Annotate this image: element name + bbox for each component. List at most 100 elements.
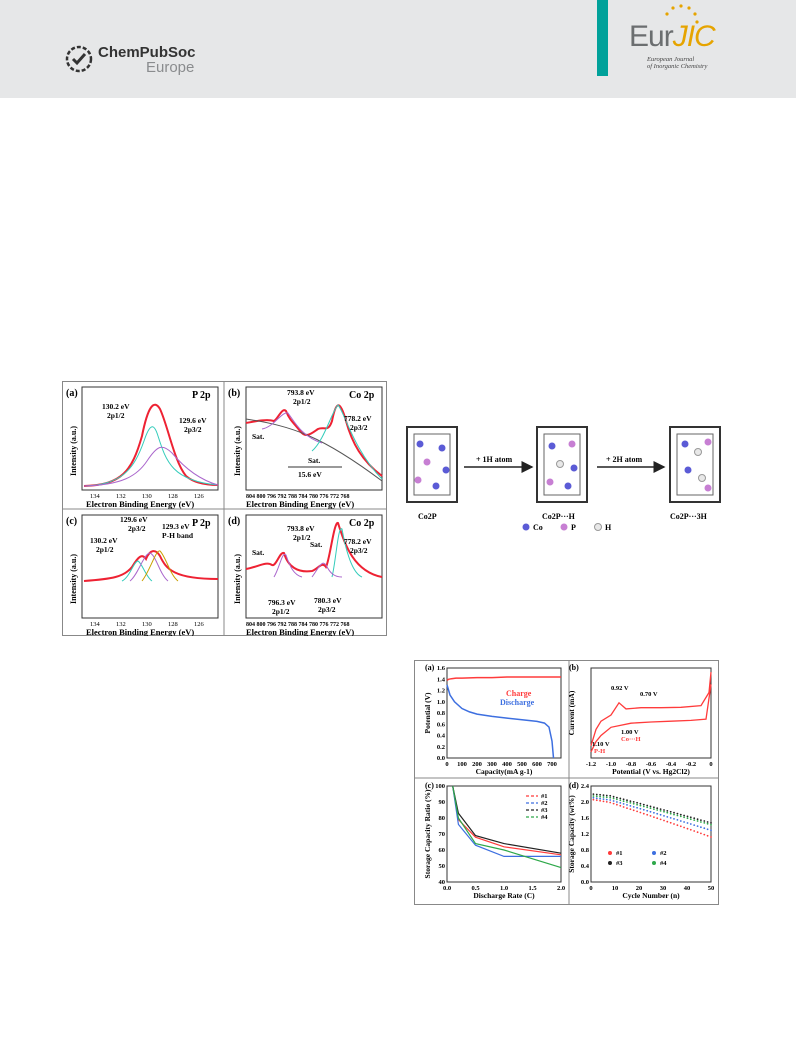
plot-frame bbox=[590, 667, 712, 759]
data-point bbox=[710, 822, 712, 824]
y-tick-label: 0.8 bbox=[581, 847, 590, 854]
data-point bbox=[612, 797, 615, 800]
data-point bbox=[605, 798, 608, 801]
cv-curve bbox=[590, 672, 712, 746]
x-tick: 132 bbox=[116, 493, 126, 500]
peak-orbital: 2p1/2 bbox=[96, 545, 114, 554]
xps-panel-a: (a) P 2p 130.2 eV 2p1/2 129.6 eV 2p3/2 I… bbox=[66, 386, 219, 509]
fit-curve bbox=[83, 550, 219, 582]
peak-orbital: P-H band bbox=[162, 531, 194, 540]
data-point bbox=[592, 796, 595, 799]
data-point bbox=[626, 799, 628, 802]
data-point bbox=[626, 807, 628, 809]
data-point bbox=[696, 831, 699, 834]
box-co2p-3h: Co2P···3H bbox=[669, 426, 721, 521]
data-point bbox=[616, 801, 618, 803]
data-point bbox=[663, 815, 665, 817]
peak-energy: 129.6 eV bbox=[120, 515, 148, 524]
data-point bbox=[679, 815, 682, 818]
x-tick-label: 100 bbox=[457, 761, 467, 768]
background-line bbox=[245, 418, 383, 482]
x-tick-label: 300 bbox=[487, 761, 497, 768]
x-axis-label: Electron Binding Energy (eV) bbox=[246, 499, 354, 509]
y-axis-label: Potential (V) bbox=[423, 692, 432, 734]
component-2 bbox=[311, 404, 383, 480]
data-point bbox=[595, 799, 598, 802]
legend-label: #2 bbox=[541, 800, 548, 807]
data-point bbox=[653, 808, 655, 810]
annotation-label: 1.00 V bbox=[621, 729, 639, 736]
x-tick-label: 0 bbox=[445, 761, 448, 768]
legend-label: #4 bbox=[541, 814, 548, 821]
peak-orbital: 2p3/2 bbox=[184, 425, 202, 434]
data-point bbox=[669, 810, 672, 813]
data-point bbox=[663, 810, 665, 813]
data-point bbox=[689, 823, 692, 825]
data-point bbox=[710, 823, 712, 826]
y-tick-label: 1.4 bbox=[437, 676, 446, 683]
publisher-name: ChemPubSoc bbox=[98, 44, 196, 61]
peak-orbital: 2p1/2 bbox=[293, 533, 311, 542]
xps-figure: (a) P 2p 130.2 eV 2p1/2 129.6 eV 2p3/2 I… bbox=[62, 381, 387, 636]
data-point bbox=[595, 795, 598, 798]
data-point bbox=[693, 830, 696, 832]
peak-energy: 778.2 eV bbox=[344, 537, 372, 546]
annotation-label: 0.70 V bbox=[640, 691, 658, 698]
data-point bbox=[595, 797, 598, 800]
data-point bbox=[639, 802, 642, 805]
chart-panel-c: (c) 0.0 0.5 1.0 1.5 2.0 40 50 60 70 80 90 100 Dischar… bbox=[423, 781, 565, 900]
data-point bbox=[649, 805, 652, 808]
legend-marker bbox=[608, 851, 612, 855]
data-point bbox=[706, 821, 709, 823]
x-tick-label: 500 bbox=[517, 761, 527, 768]
data-point bbox=[666, 820, 669, 823]
data-point bbox=[626, 801, 628, 803]
data-point bbox=[646, 806, 649, 809]
data-point bbox=[602, 798, 605, 800]
y-tick-label: 80 bbox=[439, 815, 446, 822]
data-point bbox=[700, 821, 702, 823]
data-point bbox=[673, 811, 675, 814]
peak-energy: 780.3 eV bbox=[314, 596, 342, 605]
data-point bbox=[646, 813, 649, 816]
x-tick-label: 30 bbox=[660, 885, 667, 892]
data-point bbox=[612, 800, 615, 802]
data-point bbox=[605, 801, 608, 803]
data-point bbox=[666, 811, 669, 814]
data-point bbox=[696, 818, 699, 821]
x-tick-label: 1.5 bbox=[528, 885, 537, 892]
data-point bbox=[669, 821, 672, 824]
x-tick: 128 bbox=[168, 493, 178, 500]
data-point bbox=[679, 825, 682, 828]
x-tick: 134 bbox=[90, 621, 101, 628]
component-1 bbox=[331, 528, 363, 578]
x-tick-label: 50 bbox=[708, 885, 715, 892]
data-point bbox=[639, 807, 642, 810]
data-point bbox=[653, 811, 655, 814]
data-point bbox=[669, 817, 672, 819]
arrow-label: + 1H atom bbox=[476, 455, 512, 464]
data-point bbox=[646, 804, 649, 807]
data-point bbox=[639, 804, 642, 807]
data-point bbox=[599, 793, 601, 796]
peak-energy: 796.3 eV bbox=[268, 598, 296, 607]
data-point bbox=[696, 820, 699, 822]
legend-label: P bbox=[571, 523, 576, 532]
x-tick-label: 40 bbox=[684, 885, 691, 892]
x-tick-label: -0.8 bbox=[626, 761, 637, 768]
data-point bbox=[659, 813, 662, 816]
data-point bbox=[642, 805, 645, 808]
satellite-label: Sat. bbox=[308, 456, 320, 465]
peak-energy: 130.2 eV bbox=[90, 536, 118, 545]
y-axis-label: Storage Capacity (wt%) bbox=[567, 795, 576, 873]
xps-panel-d: (d) Co 2p 793.8 eV 2p1/2 778.2 eV 2p3/2 … bbox=[228, 514, 383, 636]
y-tick-label: 1.2 bbox=[437, 688, 445, 695]
panel-tag: (c) bbox=[66, 516, 77, 527]
data-point bbox=[619, 799, 622, 802]
data-point bbox=[686, 817, 689, 820]
y-axis-label: Intensity (a.u.) bbox=[69, 426, 78, 476]
data-point bbox=[595, 793, 598, 796]
x-tick-label: 700 bbox=[547, 761, 557, 768]
data-point bbox=[609, 794, 612, 797]
component-1 bbox=[121, 560, 153, 582]
